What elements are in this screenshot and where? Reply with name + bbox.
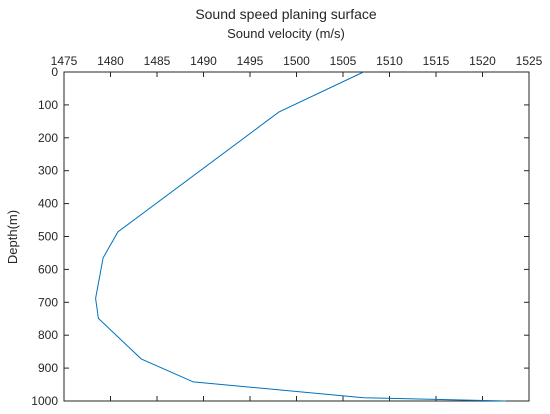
x-tick-label: 1505 [330,54,357,68]
x-tick-label: 1510 [376,54,403,68]
y-tick-label: 0 [51,65,58,79]
x-ticks: 1475 1480 1485 1490 1495 1500 1505 1510 1515 1520… [51,54,543,401]
y-axis-label: Depth(m) [5,210,20,264]
y-tick-label: 1000 [31,394,58,408]
x-tick-label: 1490 [190,54,217,68]
series-group [95,71,506,402]
y-tick-label: 900 [38,361,58,375]
y-tick-label: 200 [38,131,58,145]
x-tick-label: 1485 [144,54,171,68]
x-tick-label: 1515 [423,54,450,68]
y-tick-label: 600 [38,262,58,276]
x-axis-label: Sound velocity (m/s) [227,26,345,41]
x-tick-label: 1495 [237,54,264,68]
series-line-0 [95,71,506,402]
x-tick-label: 1520 [469,54,496,68]
y-tick-label: 700 [38,295,58,309]
x-tick-label: 1480 [97,54,124,68]
plot-area [63,71,530,402]
x-tick-label: 1475 [51,54,78,68]
x-tick-label: 1525 [516,54,543,68]
y-tick-label: 100 [38,98,58,112]
chart-title: Sound speed planing surface [195,6,377,22]
y-tick-label: 800 [38,328,58,342]
y-ticks: 0 100 200 300 400 500 600 700 800 900 1000 [31,65,529,408]
x-tick-label: 1500 [283,54,310,68]
y-tick-label: 300 [38,164,58,178]
y-tick-label: 500 [38,230,58,244]
y-tick-label: 400 [38,197,58,211]
